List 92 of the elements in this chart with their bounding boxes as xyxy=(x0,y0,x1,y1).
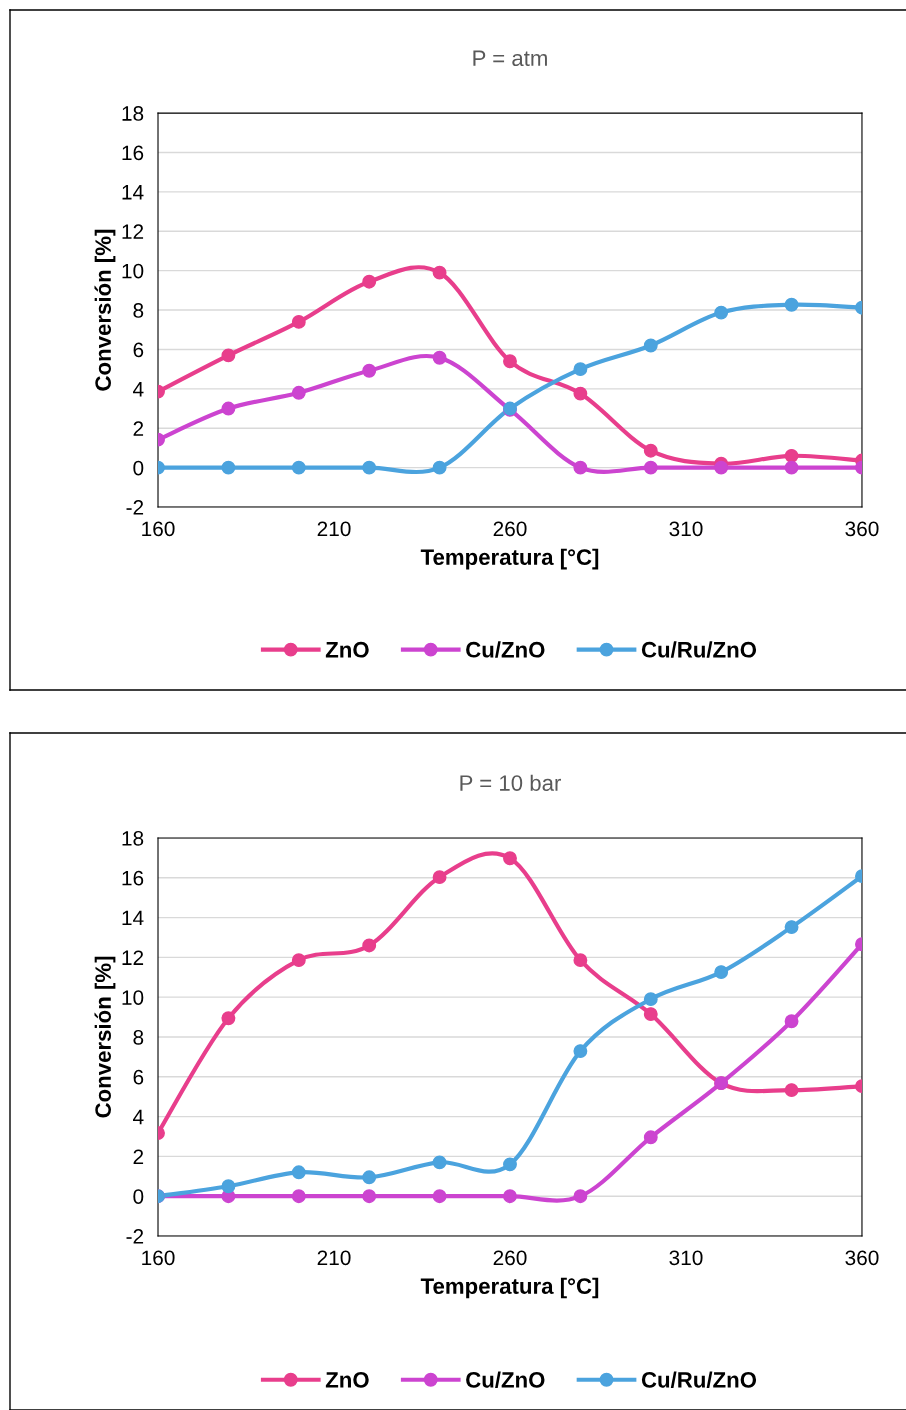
point xyxy=(221,401,236,416)
y-tick-label: 16 xyxy=(122,870,144,886)
point xyxy=(362,363,377,378)
legend-label: Cu/ZnO xyxy=(466,641,545,658)
point xyxy=(643,338,658,353)
y-tick-label: 14 xyxy=(122,910,144,926)
point xyxy=(291,460,306,475)
point xyxy=(573,460,588,475)
x-tick-label: 310 xyxy=(669,521,703,537)
x-axis-title: Temperatura [°C] xyxy=(420,1277,599,1299)
y-tick-label: 18 xyxy=(122,830,144,846)
point xyxy=(573,362,588,377)
point xyxy=(643,460,658,475)
chart-title: P = atm xyxy=(473,50,547,67)
point xyxy=(362,274,377,289)
y-axis-title: Conversión [%] xyxy=(94,229,116,391)
point xyxy=(573,953,588,968)
x-axis-title: Temperatura [°C] xyxy=(420,548,599,570)
point xyxy=(714,460,729,475)
y-tick-label: 18 xyxy=(122,106,144,121)
legend-label: ZnO xyxy=(325,641,369,658)
point xyxy=(714,965,729,980)
point xyxy=(643,443,658,458)
y-tick-label: -2 xyxy=(126,500,144,515)
point xyxy=(291,1165,306,1180)
y-tick-label: 16 xyxy=(122,145,144,161)
x-tick-label: 310 xyxy=(669,1250,703,1266)
point xyxy=(362,1189,377,1204)
point xyxy=(503,1189,517,1204)
point xyxy=(784,1083,799,1098)
x-tick-label: 210 xyxy=(317,521,351,537)
y-tick-label: 10 xyxy=(122,990,144,1005)
point xyxy=(432,870,447,885)
y-tick-label: 2 xyxy=(133,421,144,436)
point xyxy=(643,1007,658,1022)
point xyxy=(643,1130,658,1145)
x-tick-label: 160 xyxy=(142,521,175,537)
point xyxy=(221,460,236,475)
y-tick-label: 8 xyxy=(133,1029,144,1045)
point xyxy=(784,460,799,475)
chart-title: P = 10 bar xyxy=(460,774,562,791)
x-tick-label: 260 xyxy=(493,521,527,537)
x-tick-label: 210 xyxy=(317,1250,351,1266)
x-tick-label: 360 xyxy=(845,1250,879,1266)
x-tick-label: 260 xyxy=(493,1250,527,1266)
point xyxy=(221,1179,236,1194)
point xyxy=(432,1189,447,1204)
y-tick-label: 14 xyxy=(122,185,144,200)
point xyxy=(362,460,377,475)
y-tick-label: -2 xyxy=(126,1229,144,1244)
point xyxy=(784,1014,799,1029)
point xyxy=(714,305,729,320)
point xyxy=(291,314,306,329)
legend-label: Cu/Ru/ZnO xyxy=(641,641,757,658)
y-tick-label: 8 xyxy=(133,303,144,318)
legend-label: ZnO xyxy=(325,1372,369,1388)
point xyxy=(503,354,517,369)
y-tick-label: 10 xyxy=(122,263,144,279)
y-tick-label: 6 xyxy=(133,1069,144,1085)
point xyxy=(362,938,377,953)
legend-label: Cu/Ru/ZnO xyxy=(641,1371,757,1388)
point xyxy=(221,1011,236,1026)
point xyxy=(784,448,799,463)
y-axis-title: Conversión [%] xyxy=(94,956,116,1118)
point xyxy=(291,1189,306,1204)
point xyxy=(784,920,799,935)
point xyxy=(503,851,517,866)
point xyxy=(291,953,306,968)
point xyxy=(573,1189,588,1204)
point xyxy=(643,992,658,1007)
point xyxy=(573,386,588,401)
legend-label: Cu/ZnO xyxy=(466,1371,545,1388)
y-tick-label: 0 xyxy=(133,460,144,476)
point xyxy=(362,1170,377,1185)
x-tick-label: 360 xyxy=(845,521,879,537)
point xyxy=(432,350,447,365)
point xyxy=(432,1155,447,1170)
x-tick-label: 160 xyxy=(142,1250,175,1266)
point xyxy=(432,460,447,475)
point xyxy=(573,1044,588,1059)
y-tick-label: 6 xyxy=(133,342,144,358)
point xyxy=(221,348,236,363)
y-tick-label: 4 xyxy=(133,1109,144,1125)
point xyxy=(503,1157,517,1172)
y-tick-label: 2 xyxy=(133,1149,144,1164)
point xyxy=(291,385,306,400)
point xyxy=(432,265,447,280)
y-tick-label: 0 xyxy=(133,1189,144,1204)
y-tick-label: 12 xyxy=(122,950,144,965)
y-tick-label: 12 xyxy=(122,224,144,239)
y-tick-label: 4 xyxy=(133,382,144,397)
point xyxy=(784,297,799,312)
